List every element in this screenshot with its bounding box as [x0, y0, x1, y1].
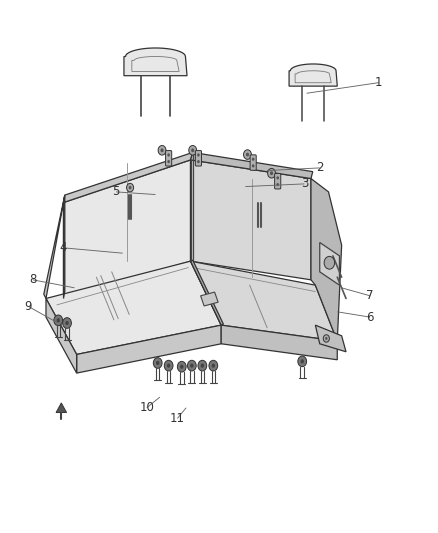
- Text: 2: 2: [316, 161, 324, 174]
- Circle shape: [164, 360, 173, 371]
- Circle shape: [268, 168, 276, 178]
- Circle shape: [180, 365, 184, 369]
- Polygon shape: [77, 325, 221, 373]
- Circle shape: [323, 335, 329, 342]
- Text: 4: 4: [60, 241, 67, 254]
- Circle shape: [276, 176, 279, 180]
- Circle shape: [198, 360, 207, 371]
- Circle shape: [127, 183, 134, 192]
- Circle shape: [189, 146, 197, 155]
- Circle shape: [325, 337, 328, 340]
- Circle shape: [65, 321, 69, 325]
- Text: 7: 7: [366, 289, 374, 302]
- Polygon shape: [320, 243, 339, 285]
- FancyBboxPatch shape: [166, 150, 172, 166]
- Circle shape: [167, 154, 170, 157]
- Polygon shape: [201, 292, 218, 306]
- Polygon shape: [64, 195, 65, 298]
- Circle shape: [300, 359, 304, 364]
- Circle shape: [201, 364, 204, 368]
- Circle shape: [160, 148, 164, 152]
- Text: 5: 5: [113, 185, 120, 198]
- Text: 6: 6: [366, 311, 374, 324]
- Polygon shape: [44, 195, 65, 298]
- Text: 11: 11: [170, 412, 185, 425]
- Circle shape: [197, 154, 200, 157]
- Circle shape: [324, 256, 335, 269]
- Circle shape: [190, 364, 194, 368]
- Polygon shape: [315, 325, 346, 352]
- Text: 1: 1: [375, 76, 383, 89]
- Polygon shape: [46, 298, 77, 373]
- Polygon shape: [289, 64, 337, 86]
- FancyBboxPatch shape: [275, 173, 281, 189]
- Circle shape: [252, 164, 254, 167]
- Polygon shape: [56, 403, 67, 413]
- Circle shape: [191, 148, 194, 152]
- FancyBboxPatch shape: [250, 155, 256, 171]
- Polygon shape: [124, 48, 187, 76]
- Text: 8: 8: [29, 273, 36, 286]
- Polygon shape: [64, 160, 191, 298]
- Polygon shape: [311, 179, 342, 341]
- Circle shape: [57, 318, 60, 322]
- Circle shape: [129, 186, 131, 189]
- Circle shape: [197, 160, 200, 163]
- Polygon shape: [191, 160, 311, 280]
- Circle shape: [246, 152, 249, 157]
- Circle shape: [212, 364, 215, 368]
- Circle shape: [158, 146, 166, 155]
- Circle shape: [54, 315, 63, 326]
- Polygon shape: [64, 152, 193, 203]
- Circle shape: [252, 158, 254, 161]
- Polygon shape: [191, 152, 313, 179]
- Polygon shape: [191, 261, 337, 341]
- Circle shape: [209, 360, 218, 371]
- Circle shape: [156, 361, 159, 365]
- Circle shape: [187, 360, 196, 371]
- Polygon shape: [221, 325, 337, 360]
- Circle shape: [63, 318, 71, 328]
- Polygon shape: [191, 260, 223, 325]
- Circle shape: [298, 356, 307, 367]
- Circle shape: [270, 171, 273, 175]
- Circle shape: [167, 364, 170, 368]
- Text: 10: 10: [139, 401, 154, 414]
- FancyBboxPatch shape: [195, 150, 201, 166]
- Text: 3: 3: [301, 177, 308, 190]
- Circle shape: [167, 160, 170, 163]
- Circle shape: [276, 183, 279, 186]
- Circle shape: [177, 361, 186, 372]
- Circle shape: [153, 358, 162, 368]
- Polygon shape: [46, 261, 221, 354]
- Circle shape: [244, 150, 251, 159]
- Text: 9: 9: [25, 300, 32, 313]
